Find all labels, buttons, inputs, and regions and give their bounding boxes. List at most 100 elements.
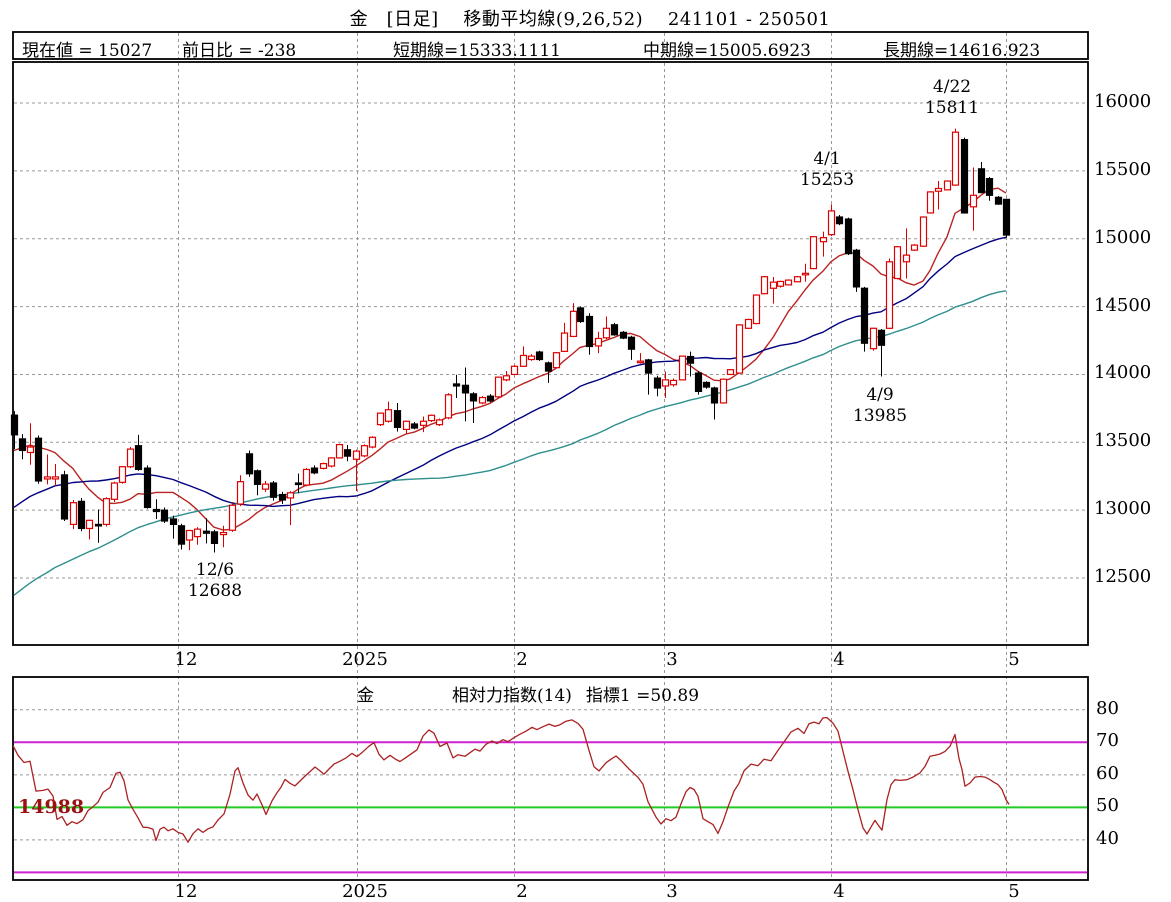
rsi-line xyxy=(12,716,1010,843)
candle-down xyxy=(269,482,278,498)
candle-down xyxy=(852,249,861,288)
candle-up xyxy=(819,237,828,243)
candle-up xyxy=(726,369,735,376)
candle-up xyxy=(519,354,528,367)
candle-up xyxy=(51,476,60,480)
candle-up xyxy=(335,444,344,459)
candle-up xyxy=(193,528,202,538)
candle-up xyxy=(118,466,127,483)
month-label: 3 xyxy=(666,649,678,670)
annotation-line: 12/6 xyxy=(195,560,235,580)
candle-up xyxy=(752,294,761,325)
info-long-ma-value: 長期線=14616.923 xyxy=(883,41,1041,61)
candle-up xyxy=(219,531,228,536)
candle-up xyxy=(228,504,237,531)
candle-down xyxy=(77,500,86,530)
ma-line-9 xyxy=(13,187,1007,531)
candle-up xyxy=(793,276,802,283)
candle-up xyxy=(102,498,111,526)
candle-down xyxy=(177,525,186,545)
candle-up xyxy=(552,352,561,369)
month-label: 5 xyxy=(1008,649,1020,670)
rsi-axis-label: 50 xyxy=(1096,795,1119,817)
annotation-4-22: 4/22 15811 xyxy=(925,77,979,119)
candle-up xyxy=(926,191,935,214)
candle-up xyxy=(669,379,678,386)
candle-up xyxy=(760,276,769,295)
candle-up xyxy=(502,375,511,381)
candle-down xyxy=(410,423,419,429)
candle-up xyxy=(402,420,411,431)
candle-up xyxy=(85,519,94,530)
price-axis-label: 12500 xyxy=(1094,566,1152,588)
rsi-axis-label: 80 xyxy=(1096,697,1119,719)
candle-up xyxy=(560,332,569,352)
candle-up xyxy=(435,419,444,426)
candle-down xyxy=(393,410,402,428)
candle-down xyxy=(985,177,994,196)
candle-up xyxy=(809,236,818,270)
annotation-12-6: 12/6 12688 xyxy=(188,560,242,602)
candle-down xyxy=(694,372,703,393)
candle-up xyxy=(827,210,836,236)
candle-up xyxy=(26,446,35,454)
annotation-line: 4/1 xyxy=(813,149,841,169)
month-label-rsi: 4 xyxy=(833,881,845,902)
candle-down xyxy=(844,218,853,255)
candle-up xyxy=(934,187,943,192)
candle-up xyxy=(302,468,311,486)
annotation-line: 4/22 xyxy=(932,77,972,97)
candle-down xyxy=(585,315,594,348)
candle-down xyxy=(452,383,461,387)
annotation-4-9: 4/9 13985 xyxy=(853,385,907,427)
annotation-4-1: 4/1 15253 xyxy=(800,149,854,191)
candle-down xyxy=(202,530,211,534)
candle-up xyxy=(384,409,393,422)
rsi-panel-border xyxy=(12,676,1089,881)
info-mid-ma-value: 中期線=15005.6923 xyxy=(643,41,811,61)
candle-up xyxy=(352,450,361,460)
candle-down xyxy=(702,381,711,388)
price-axis-label: 15500 xyxy=(1094,158,1152,180)
candle-up xyxy=(261,483,270,490)
candle-down xyxy=(610,324,619,336)
price-axis-label: 14500 xyxy=(1094,294,1152,316)
candle-up xyxy=(110,482,119,500)
annotation-line: 12688 xyxy=(187,581,243,601)
candle-down xyxy=(143,467,152,509)
candle-down xyxy=(160,509,169,522)
candle-up xyxy=(744,318,753,329)
candle-up xyxy=(319,463,328,469)
candle-up xyxy=(236,481,245,505)
price-axis-label: 13000 xyxy=(1094,498,1152,520)
rsi-axis-label: 70 xyxy=(1096,730,1119,752)
price-axis-label: 14000 xyxy=(1094,362,1152,384)
candle-up xyxy=(594,337,603,347)
candle-up xyxy=(126,448,135,468)
candle-down xyxy=(535,351,544,361)
month-label: 12 xyxy=(174,649,198,670)
info-prev-day-change: 前日比 = -238 xyxy=(182,41,297,61)
candle-up xyxy=(636,360,645,364)
candle-up xyxy=(419,420,428,426)
candle-up xyxy=(943,180,952,191)
ma-line-26 xyxy=(13,236,1007,508)
candle-down xyxy=(960,139,969,214)
candle-up xyxy=(376,412,385,426)
rsi-indicator-name: 相対力指数(14) xyxy=(452,686,572,706)
month-label-rsi: 12 xyxy=(174,881,198,902)
candle-up xyxy=(784,279,793,286)
annotation-line: 15811 xyxy=(924,98,980,118)
candle-up xyxy=(43,476,52,480)
candle-up xyxy=(185,529,194,541)
candle-up xyxy=(719,378,728,404)
rsi-symbol: 金 xyxy=(357,686,374,706)
price-axis-label: 15000 xyxy=(1094,226,1152,248)
info-short-ma-value: 短期線=15333.1111 xyxy=(393,41,561,61)
price-axis-label: 16000 xyxy=(1094,91,1152,112)
candle-down xyxy=(835,216,844,225)
candle-up xyxy=(360,445,369,457)
candle-up xyxy=(286,492,295,499)
candle-up xyxy=(919,216,928,247)
candle-down xyxy=(686,355,695,364)
